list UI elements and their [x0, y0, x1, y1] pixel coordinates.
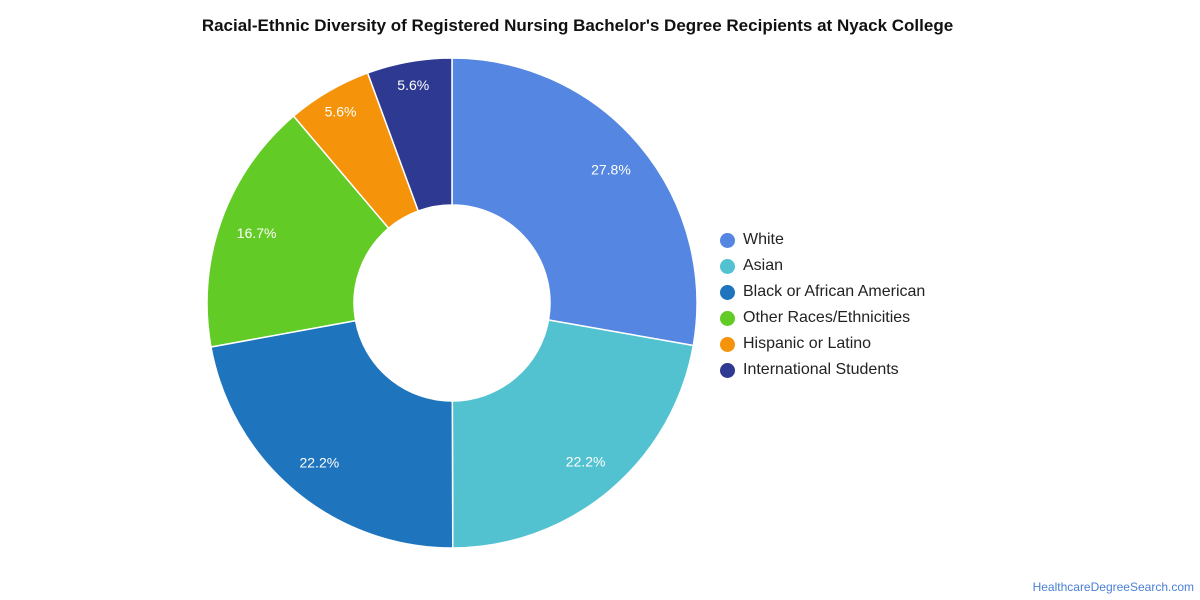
source-link[interactable]: HealthcareDegreeSearch.com [1032, 580, 1194, 594]
legend-label: Asian [743, 257, 784, 274]
legend-swatch [720, 232, 735, 248]
legend-label: International Students [743, 361, 899, 378]
slice-label: 5.6% [325, 104, 357, 120]
legend-item[interactable]: Hispanic or Latino [720, 331, 925, 357]
legend-label: Hispanic or Latino [743, 335, 872, 352]
legend-item[interactable]: White [720, 227, 925, 253]
slice-other-races-ethnicities[interactable] [206, 115, 390, 348]
legend-item[interactable]: Asian [720, 253, 925, 279]
legend-label: Other Races/Ethnicities [743, 309, 911, 326]
legend-label: Black or African American [743, 283, 926, 300]
slice-label: 5.6% [397, 77, 429, 93]
legend-item[interactable]: Other Races/Ethnicities [720, 305, 925, 331]
legend-label: White [743, 231, 784, 248]
slice-label: 22.2% [299, 455, 339, 471]
legend-item[interactable]: International Students [720, 357, 925, 383]
chart-title: Racial-Ethnic Diversity of Registered Nu… [201, 16, 954, 35]
legend-swatch [720, 310, 735, 326]
slice-white[interactable] [451, 57, 698, 347]
slice-label: 22.2% [566, 454, 606, 470]
legend-swatch [720, 336, 735, 352]
legend-swatch [720, 284, 735, 300]
slice-label: 16.7% [237, 225, 277, 241]
slice-label: 27.8% [591, 162, 631, 178]
legend-item[interactable]: Black or African American [720, 279, 925, 305]
chart-legend: White Asian Black or African American Other… [720, 227, 925, 383]
legend-swatch [720, 362, 735, 378]
legend-swatch [720, 258, 735, 274]
slice-black-or-african-american[interactable] [210, 319, 454, 549]
slice-international-students[interactable] [366, 57, 453, 212]
slice-asian[interactable] [451, 319, 695, 549]
